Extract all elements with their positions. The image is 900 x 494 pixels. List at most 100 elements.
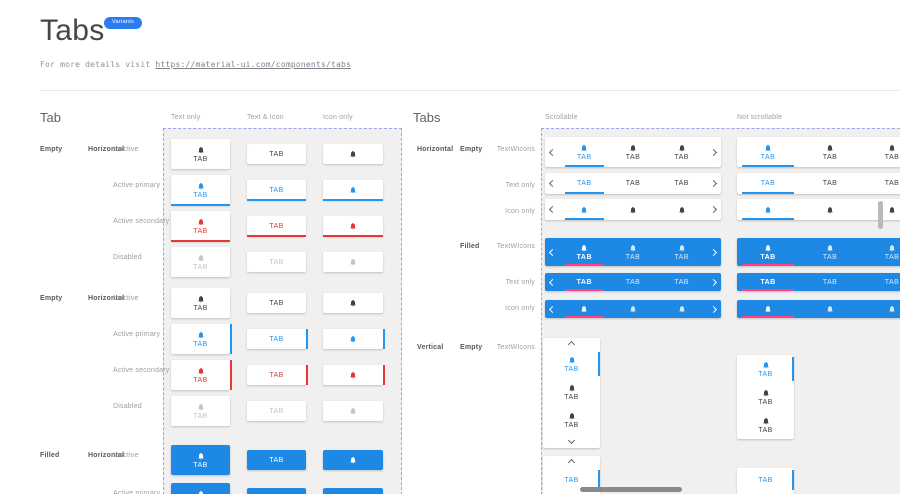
bell-icon: [764, 144, 772, 152]
tab-item[interactable]: TAB: [543, 468, 600, 492]
tab-item[interactable]: TAB: [737, 137, 799, 167]
scroll-right-button[interactable]: [706, 238, 721, 266]
tab-item[interactable]: [323, 180, 383, 201]
tab-item[interactable]: TAB: [247, 450, 306, 470]
tab-item[interactable]: [657, 300, 706, 318]
tab-item[interactable]: TAB: [171, 445, 230, 475]
tab-item[interactable]: TAB: [560, 173, 609, 194]
tab-item[interactable]: TAB: [171, 211, 230, 242]
tab-item[interactable]: [609, 199, 658, 220]
horizontal-scrollbar[interactable]: [580, 487, 682, 492]
scroll-left-button[interactable]: [545, 238, 560, 266]
tab-item[interactable]: TAB: [247, 488, 306, 494]
tab-item[interactable]: TAB: [247, 180, 306, 201]
tab-label: TAB: [269, 299, 284, 307]
group-orientation-label: Horizontal: [88, 146, 125, 153]
tab-item[interactable]: TAB: [657, 273, 706, 291]
tab-item[interactable]: TAB: [799, 238, 861, 266]
tab-item[interactable]: TAB: [560, 273, 609, 291]
scroll-left-button[interactable]: [545, 300, 560, 318]
scroll-down-button[interactable]: [543, 434, 600, 446]
tab-item[interactable]: [323, 488, 383, 494]
tab-item[interactable]: TAB: [171, 360, 232, 390]
tab-item[interactable]: [323, 329, 385, 349]
subtitle-text: For more details visit: [40, 60, 156, 69]
tab-item[interactable]: TAB: [861, 173, 900, 194]
tab-item[interactable]: TAB: [799, 137, 861, 167]
scroll-right-button[interactable]: [706, 173, 721, 194]
tab-item[interactable]: TAB: [737, 411, 794, 439]
tab-item[interactable]: TAB: [171, 396, 230, 426]
tab-item[interactable]: TAB: [799, 273, 861, 291]
tab-item[interactable]: [560, 300, 609, 318]
tab-item[interactable]: TAB: [737, 273, 799, 291]
tab-item[interactable]: [737, 199, 799, 220]
tab-item[interactable]: [657, 199, 706, 220]
tab-item[interactable]: TAB: [657, 173, 706, 194]
bell-icon: [580, 144, 588, 152]
tab-item[interactable]: [323, 144, 383, 164]
bell-icon: [762, 417, 770, 425]
tab-item[interactable]: TAB: [247, 401, 306, 421]
tab-item[interactable]: TAB: [799, 173, 861, 194]
tab-item[interactable]: TAB: [609, 238, 658, 266]
tab-item[interactable]: [323, 365, 385, 385]
vertical-scrollbar[interactable]: [878, 201, 883, 229]
tab-item[interactable]: [323, 216, 383, 237]
tab-item[interactable]: [737, 300, 799, 318]
tab-label: TAB: [193, 227, 208, 235]
scroll-left-button[interactable]: [545, 173, 560, 194]
tab-item[interactable]: TAB: [247, 216, 306, 237]
tab-item[interactable]: TAB: [560, 137, 609, 167]
tab-item[interactable]: TAB: [171, 288, 230, 318]
tab-item[interactable]: [323, 252, 383, 272]
tab-item[interactable]: TAB: [171, 324, 232, 354]
tab-item[interactable]: [560, 199, 609, 220]
tab-item[interactable]: TAB: [560, 238, 609, 266]
tab-item[interactable]: TAB: [861, 273, 900, 291]
tab-label: TAB: [760, 153, 776, 161]
tab-item[interactable]: TAB: [737, 383, 794, 411]
tab-item[interactable]: TAB: [247, 293, 306, 313]
docs-link[interactable]: https://material-ui.com/components/tabs: [155, 60, 352, 69]
tab-item[interactable]: [323, 293, 383, 313]
tab-item[interactable]: [609, 300, 658, 318]
scroll-left-button[interactable]: [545, 199, 560, 220]
tab-item[interactable]: TAB: [171, 139, 230, 169]
tab-item[interactable]: TAB: [657, 137, 706, 167]
tab-item[interactable]: TAB: [737, 355, 794, 383]
tab-item[interactable]: TAB: [861, 238, 900, 266]
tab-item[interactable]: TAB: [543, 350, 600, 378]
tab-item[interactable]: TAB: [171, 247, 230, 277]
scroll-right-button[interactable]: [706, 273, 721, 291]
tab-item[interactable]: TAB: [247, 144, 306, 164]
tab-item[interactable]: [323, 450, 383, 470]
tab-item[interactable]: TAB: [609, 273, 658, 291]
scroll-right-button[interactable]: [706, 300, 721, 318]
tab-item[interactable]: [861, 300, 900, 318]
tab-item[interactable]: TAB: [861, 137, 900, 167]
tab-item[interactable]: TAB: [543, 406, 600, 434]
tab-item[interactable]: TAB: [247, 329, 308, 349]
tab-item[interactable]: TAB: [657, 238, 706, 266]
tab-item[interactable]: TAB: [737, 468, 794, 492]
scroll-right-button[interactable]: [706, 199, 721, 220]
tab-item[interactable]: [323, 401, 383, 421]
scroll-left-button[interactable]: [545, 137, 560, 167]
tab-item[interactable]: TAB: [609, 173, 658, 194]
tab-item[interactable]: TAB: [247, 365, 308, 385]
tab-item[interactable]: TAB: [737, 173, 799, 194]
scroll-up-button[interactable]: [543, 338, 600, 350]
tab-item[interactable]: TAB: [171, 483, 230, 494]
tab-item[interactable]: [799, 199, 861, 220]
tab-item[interactable]: TAB: [543, 378, 600, 406]
scroll-right-button[interactable]: [706, 137, 721, 167]
tab-label: TAB: [674, 153, 689, 161]
tab-item[interactable]: TAB: [737, 238, 799, 266]
tab-item[interactable]: TAB: [609, 137, 658, 167]
tab-item[interactable]: TAB: [247, 252, 306, 272]
tab-item[interactable]: [799, 300, 861, 318]
tab-item[interactable]: TAB: [171, 175, 230, 206]
scroll-left-button[interactable]: [545, 273, 560, 291]
scroll-up-button[interactable]: [543, 456, 600, 468]
